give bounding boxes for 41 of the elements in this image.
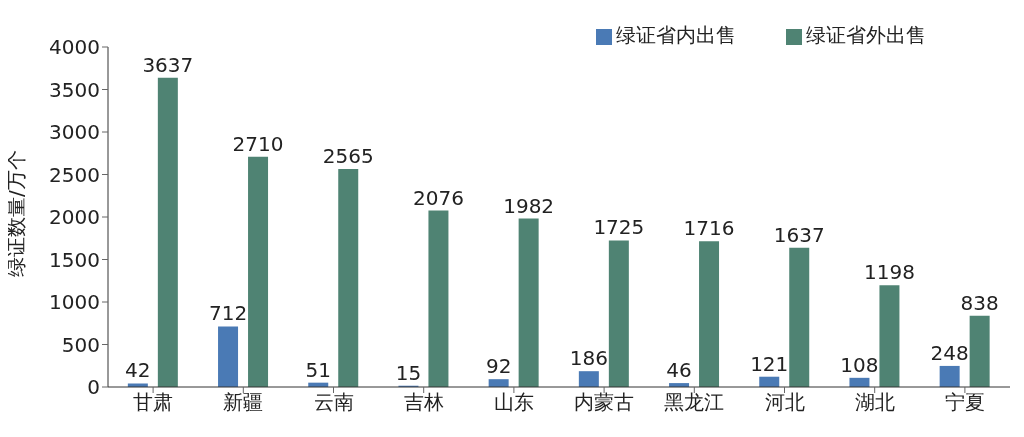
legend-label: 绿证省内出售: [616, 23, 736, 47]
x-tick-label: 黑龙江: [664, 390, 725, 415]
data-label: 1637: [773, 222, 825, 247]
legend-label: 绿证省外出售: [806, 23, 926, 47]
data-label: 1725: [593, 215, 645, 240]
data-label: 2076: [412, 185, 464, 210]
data-label: 92: [485, 354, 512, 379]
y-tick-label: 1000: [49, 290, 100, 315]
data-label: 3637: [142, 52, 194, 77]
x-tick-label: 河北: [764, 390, 805, 415]
y-tick-label: 500: [61, 332, 100, 357]
data-label: 1198: [863, 260, 915, 285]
y-tick-label: 3000: [49, 120, 100, 145]
y-tick-label: 2500: [49, 162, 100, 187]
data-label: 838: [960, 290, 999, 315]
data-label: 1716: [683, 216, 735, 241]
data-label: 121: [750, 351, 789, 376]
y-tick-label: 2000: [49, 205, 100, 230]
data-label: 15: [395, 360, 422, 385]
data-label: 248: [930, 340, 969, 365]
data-label: 46: [666, 358, 692, 383]
x-tick-label: 云南: [313, 390, 354, 415]
data-label: 2710: [232, 131, 284, 156]
y-tick-label: 0: [87, 375, 100, 400]
data-label: 42: [125, 358, 151, 383]
y-tick-label: 4000: [49, 35, 100, 60]
y-tick-label: 1500: [49, 247, 100, 272]
data-label: 1982: [503, 193, 555, 218]
x-tick-label: 甘肃: [133, 390, 174, 415]
x-tick-label: 吉林: [403, 390, 444, 415]
data-label: 712: [208, 301, 248, 326]
data-label: 186: [569, 346, 608, 371]
x-tick-label: 宁夏: [944, 390, 985, 415]
data-label: 108: [840, 352, 879, 377]
x-tick-label: 山东: [493, 390, 534, 415]
x-tick-label: 新疆: [223, 390, 264, 415]
data-label: 51: [305, 357, 331, 382]
x-tick-label: 内蒙古: [574, 390, 635, 415]
data-label: 2565: [322, 143, 374, 168]
x-tick-label: 湖北: [854, 390, 895, 415]
y-tick-label: 3500: [49, 77, 100, 102]
